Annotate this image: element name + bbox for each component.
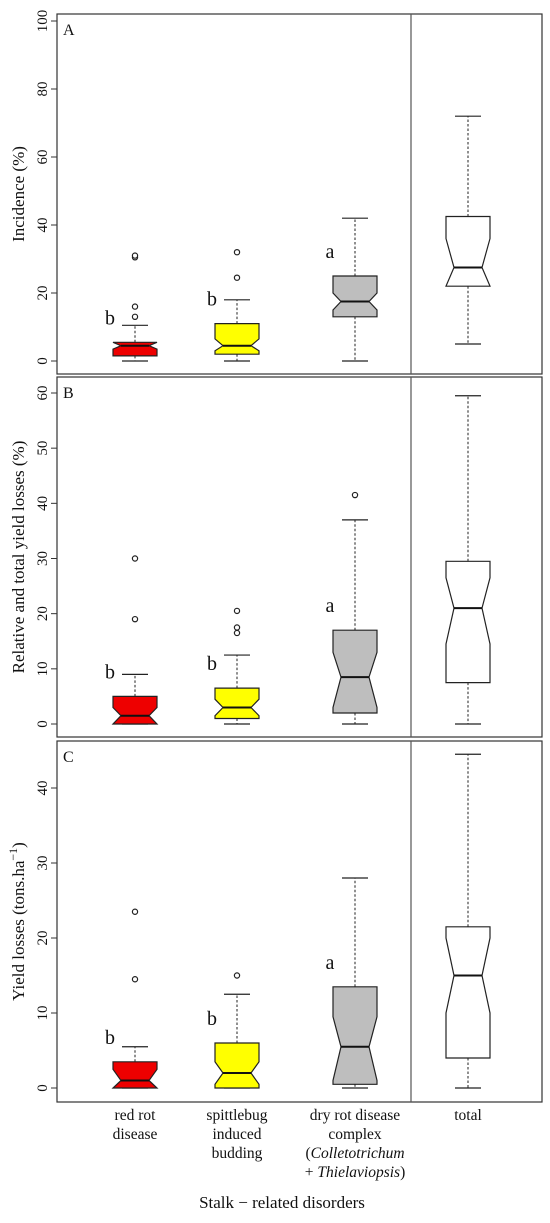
panel-b-box-1-outlier-point bbox=[131, 615, 139, 623]
panel-a-box-1-significance-letter: b bbox=[105, 307, 115, 329]
panel-c-ytick-label: 0 bbox=[35, 1084, 51, 1092]
panel-c-box-4-body bbox=[445, 926, 491, 1059]
panel-c-box-1-significance-letter: b bbox=[105, 1027, 115, 1049]
panel-c-y-axis-label: Yield losses (tons.ha−1) bbox=[6, 842, 28, 1001]
panel-b-box-1-significance-letter: b bbox=[105, 661, 115, 683]
panel-c-box-1-body bbox=[111, 1061, 159, 1089]
panel-a-box-1-outlier-point bbox=[131, 313, 139, 320]
x-category-label-1: red rot disease bbox=[113, 1107, 158, 1143]
panel-a-box-3-significance-letter: a bbox=[326, 241, 335, 263]
x-category-label-line: (Colletotrichum bbox=[305, 1145, 404, 1162]
panel-a-frame bbox=[56, 13, 543, 375]
panel-a-ytick-label: 40 bbox=[35, 218, 51, 233]
panel-c-ytick-label: 20 bbox=[35, 931, 51, 946]
x-axis-title: Stalk − related disorders bbox=[199, 1193, 365, 1212]
panel-a-box-2-significance-letter: b bbox=[207, 289, 217, 311]
panel-a-tag: A bbox=[63, 22, 75, 39]
panel-b-ytick-label: 10 bbox=[35, 661, 51, 676]
panel-b-box-1-outlier-point bbox=[131, 555, 139, 562]
panel-b-box-3-body bbox=[332, 629, 378, 714]
panel-b-frame bbox=[56, 376, 543, 738]
x-category-label-2: spittlebug induced budding bbox=[206, 1107, 267, 1162]
x-category-label-line: dry rot disease bbox=[310, 1107, 401, 1124]
x-category-label-line: budding bbox=[212, 1145, 263, 1162]
panel-a-box-3-body bbox=[332, 275, 378, 318]
x-category-label-line: spittlebug bbox=[206, 1107, 267, 1124]
panel-b-box-2-body bbox=[214, 687, 260, 720]
panel-b-box-2-significance-letter: b bbox=[207, 653, 217, 675]
italic-taxon-name: Thielaviopsis bbox=[317, 1164, 400, 1181]
panel-c-frame bbox=[56, 740, 543, 1103]
panel-a-box-1-body bbox=[112, 341, 158, 357]
panel-b-box-3-outlier-point bbox=[351, 491, 359, 499]
panel-b-group: B 0 10 20 30 40 50 60 Relative and total yield l… bbox=[9, 376, 543, 738]
panel-b-box-3-significance-letter: a bbox=[326, 595, 335, 617]
x-category-label-line: disease bbox=[113, 1126, 158, 1143]
panel-a-box-4-body bbox=[445, 215, 491, 287]
panel-c-box-2-body bbox=[214, 1042, 260, 1089]
panel-b-ytick-label: 30 bbox=[35, 551, 51, 566]
panel-c-group: C 0 10 20 30 40 Yield losses (tons.ha−1) b b a bbox=[6, 740, 543, 1103]
panel-a-box-2-body bbox=[214, 323, 260, 355]
panel-a-box-2-outlier-point bbox=[233, 274, 241, 281]
panel-b-box-2-outlier-point bbox=[233, 629, 241, 637]
panel-a-ytick-label: 0 bbox=[35, 357, 51, 365]
x-category-label-4: total bbox=[454, 1107, 482, 1124]
panel-b-tag: B bbox=[63, 385, 74, 402]
panel-a-ytick-label: 20 bbox=[35, 286, 51, 301]
panel-b-box-1-body bbox=[111, 695, 159, 725]
x-category-label-line: induced bbox=[212, 1126, 261, 1143]
panel-b-ytick-label: 0 bbox=[35, 720, 51, 728]
panel-a-group: A 0 20 40 60 80 100 Incidence (%) b b a bbox=[9, 10, 543, 375]
x-category-labels: red rot disease spittlebug induced budding dr… bbox=[113, 1107, 482, 1181]
panel-a-box-2-outlier-point bbox=[233, 248, 241, 256]
panel-b-ytick-label: 20 bbox=[35, 606, 51, 621]
x-category-label-line: red rot bbox=[115, 1107, 157, 1124]
panel-a-y-axis-label: Incidence (%) bbox=[9, 146, 28, 242]
panel-c-ytick-label: 40 bbox=[35, 781, 51, 796]
panel-b-y-axis-label: Relative and total yield losses (%) bbox=[9, 441, 28, 674]
panel-b-box-2-outlier-point bbox=[233, 624, 241, 631]
panel-c-y-axis-label-end: ) bbox=[9, 842, 28, 848]
panel-c-box-1-outlier-point bbox=[131, 908, 139, 915]
panel-b-ytick-label: 50 bbox=[35, 441, 51, 456]
panel-b-box-2-outlier-point bbox=[233, 607, 241, 615]
panel-b-ytick-label: 60 bbox=[35, 386, 51, 401]
panel-c-tag: C bbox=[63, 749, 74, 766]
panel-a-ytick-label: 100 bbox=[35, 10, 51, 33]
panel-b-box-4-body bbox=[445, 560, 491, 684]
panel-b-ytick-label: 40 bbox=[35, 496, 51, 511]
x-category-label-line: complex bbox=[328, 1126, 382, 1143]
x-category-label-3: dry rot disease complex (Colletotrichum + T… bbox=[305, 1107, 405, 1181]
panel-c-ytick-label: 10 bbox=[35, 1006, 51, 1021]
panel-c-box-3-body bbox=[332, 986, 378, 1085]
panel-c-box-1-outlier-point bbox=[131, 976, 139, 983]
panel-c-box-3-significance-letter: a bbox=[326, 952, 335, 974]
panel-a-ytick-label: 80 bbox=[35, 82, 51, 97]
panel-c-box-2-outlier-point bbox=[233, 972, 241, 979]
x-category-label-line: total bbox=[454, 1107, 482, 1124]
x-category-label-line: + Thielaviopsis) bbox=[305, 1164, 405, 1181]
panel-c-box-2-significance-letter: b bbox=[207, 1008, 217, 1030]
panel-a-box-1-outlier-point bbox=[131, 303, 139, 310]
panel-a-ytick-label: 60 bbox=[35, 150, 51, 165]
panel-c-y-axis-label-superscript: −1 bbox=[6, 848, 20, 861]
italic-taxon-name: Colletotrichum bbox=[311, 1145, 405, 1162]
panel-c-ytick-label: 30 bbox=[35, 856, 51, 871]
panel-a-box-1-outlier-point bbox=[131, 252, 139, 259]
